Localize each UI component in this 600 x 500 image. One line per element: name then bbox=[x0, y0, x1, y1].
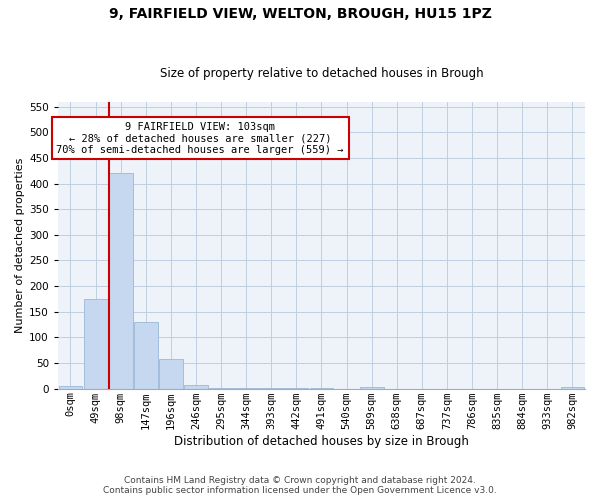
X-axis label: Distribution of detached houses by size in Brough: Distribution of detached houses by size … bbox=[174, 434, 469, 448]
Bar bbox=[560, 387, 584, 388]
Bar bbox=[360, 387, 383, 388]
Bar bbox=[184, 385, 208, 388]
Bar bbox=[134, 322, 158, 388]
Text: 9 FAIRFIELD VIEW: 103sqm
← 28% of detached houses are smaller (227)
70% of semi-: 9 FAIRFIELD VIEW: 103sqm ← 28% of detach… bbox=[56, 122, 344, 155]
Y-axis label: Number of detached properties: Number of detached properties bbox=[15, 158, 25, 333]
Text: Contains HM Land Registry data © Crown copyright and database right 2024.
Contai: Contains HM Land Registry data © Crown c… bbox=[103, 476, 497, 495]
Bar bbox=[159, 360, 183, 388]
Title: Size of property relative to detached houses in Brough: Size of property relative to detached ho… bbox=[160, 66, 483, 80]
Bar bbox=[109, 174, 133, 388]
Text: 9, FAIRFIELD VIEW, WELTON, BROUGH, HU15 1PZ: 9, FAIRFIELD VIEW, WELTON, BROUGH, HU15 … bbox=[109, 8, 491, 22]
Bar bbox=[59, 386, 82, 388]
Bar bbox=[83, 299, 107, 388]
